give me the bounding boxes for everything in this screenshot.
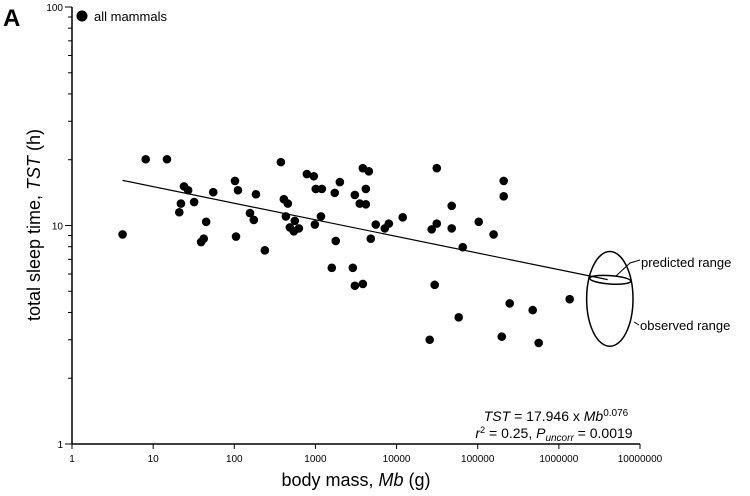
data-point [499,176,508,186]
data-point [183,185,193,195]
data-point [489,230,498,239]
x-tick-label: 10000 [383,454,411,465]
observed-range-label: observed range [640,318,730,333]
range-annotations: predicted range observed range [585,250,731,348]
data-point [447,224,457,233]
data-point [505,299,515,308]
x-tick-label: 1 [69,454,75,465]
data-point [189,197,199,207]
data-point [316,212,326,221]
data-point [371,220,381,229]
data-point [534,338,543,348]
y-tick-label: 1 [57,440,63,451]
legend-marker [76,10,88,22]
predicted-range-leader [615,259,641,277]
data-point [330,188,340,198]
data-point [231,232,241,241]
axes: 1 10 100 1000 10000 100000 1000000 10000000 1 10 1… [46,3,662,465]
data-point [141,154,151,164]
data-point [358,279,368,289]
data-point [283,199,293,208]
data-point [432,219,442,228]
data-point [447,201,457,211]
data-point [432,163,442,173]
data-point [208,187,218,197]
data-point [294,224,304,233]
x-tick-label: 100 [226,454,243,465]
data-point [528,305,537,315]
data-point [233,185,243,195]
data-point [201,217,211,227]
data-point [427,225,437,234]
x-tick-label: 1000 [304,454,327,465]
data-point [249,215,259,225]
data-point [350,190,360,200]
data-point [497,332,507,341]
data-point [331,236,341,246]
regression-line [122,179,608,281]
observed-range-ellipse [585,250,634,348]
data-point [251,189,261,199]
data-point [230,176,240,186]
data-point [348,263,358,273]
x-axis-label: body mass, Mb (g) [281,470,430,490]
data-point [361,184,371,194]
data-point [425,335,434,345]
data-point [309,171,319,181]
data-points [118,154,608,348]
data-point [162,154,172,164]
data-point [366,234,376,244]
data-point [245,208,255,218]
x-tick-label: 10 [148,454,160,465]
y-tick-label: 100 [46,3,63,14]
y-tick-label: 10 [52,222,64,233]
x-tick-label: 10000000 [618,454,663,465]
data-point [361,200,371,209]
data-point [260,246,270,255]
observed-range-leader [633,321,640,326]
predicted-range-label: predicted range [641,255,731,270]
data-point [335,177,345,187]
y-axis-label: total sleep time, TST (h) [24,129,44,321]
data-point [430,280,439,290]
data-point [474,217,484,227]
data-point [454,313,463,322]
data-point [458,242,468,252]
data-point [310,220,320,229]
panel-label: A [3,5,20,32]
data-point [317,184,327,194]
data-point [364,167,374,176]
legend-label: all mammals [94,9,167,24]
data-point [398,213,408,222]
data-point [565,294,574,304]
data-point [118,230,127,239]
data-point [384,219,394,228]
data-point [174,207,184,217]
predicted-range-ellipse [589,274,632,285]
data-point [281,212,291,221]
data-point [327,263,337,273]
data-point [176,199,186,208]
equation-line-1: TST = 17.946 x Mb0.076 [484,408,629,424]
data-point [350,281,360,291]
x-tick-label: 100000 [461,454,495,465]
data-point [276,157,286,167]
data-point [290,216,300,226]
data-point [302,169,312,179]
data-point [199,234,209,244]
data-point [311,184,321,194]
x-tick-label: 1000000 [539,454,578,465]
legend: all mammals [76,9,167,24]
equation-line-2: r2 = 0.25, Puncorr = 0.0019 [475,425,632,444]
data-point [499,192,508,201]
